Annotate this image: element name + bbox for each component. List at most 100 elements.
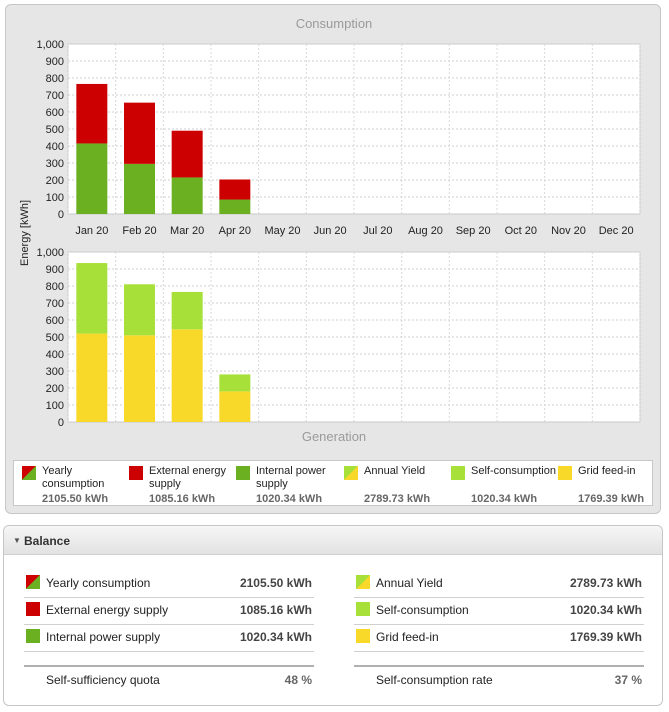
balance-row: Annual Yield 2789.73 kWh (354, 572, 644, 598)
balance-quota: Self-consumption rate 37 % (354, 667, 644, 691)
consumption-ytick-label: 0 (58, 209, 64, 221)
balance-swatch (26, 602, 40, 616)
balance-label: Grid feed-in (376, 630, 439, 644)
legend-label: External energy supply (149, 465, 227, 490)
y-axis-title: Energy [kWh] (19, 200, 31, 266)
x-axis-label: Nov 20 (551, 225, 586, 237)
balance-header[interactable]: ▼ Balance (4, 526, 662, 555)
x-axis-label: Jul 20 (363, 225, 392, 237)
balance-value: 2789.73 kWh (569, 576, 642, 590)
balance-title: Balance (24, 534, 71, 548)
balance-value: 2105.50 kWh (239, 576, 312, 590)
generation-ytick-label: 700 (46, 298, 64, 310)
balance-value: 1085.16 kWh (239, 603, 312, 617)
legend-label: Internal power supply (256, 465, 326, 490)
quota-value: 37 % (614, 673, 642, 687)
consumption-bar-external-energy-supply (171, 130, 203, 178)
generation-bar-self-consumption (171, 291, 203, 330)
consumption-ytick-label: 1,000 (36, 39, 64, 51)
x-axis-label: Jun 20 (314, 225, 347, 237)
chart-legend: Yearly consumption 2105.50 kWh External en… (13, 460, 653, 506)
legend-value: 2105.50 kWh (42, 493, 109, 505)
generation-ytick-label: 300 (46, 366, 64, 378)
balance-separator (354, 653, 644, 667)
consumption-ytick-label: 200 (46, 175, 64, 187)
balance-row: External energy supply 1085.16 kWh (24, 599, 314, 625)
quota-value: 48 % (284, 673, 312, 687)
consumption-bar-external-energy-supply (124, 102, 155, 164)
balance-row: Grid feed-in 1769.39 kWh (354, 626, 644, 652)
generation-ytick-label: 800 (46, 281, 64, 293)
x-axis-label: Apr 20 (219, 225, 251, 237)
collapse-arrow-icon[interactable]: ▼ (13, 536, 21, 545)
consumption-bar-external-energy-supply (76, 83, 108, 144)
x-axis-label: Dec 20 (599, 225, 634, 237)
balance-label: External energy supply (46, 603, 169, 617)
x-axis-label: Jan 20 (75, 225, 108, 237)
generation-ytick-label: 500 (46, 332, 64, 344)
quota-label: Self-consumption rate (376, 673, 493, 687)
generation-ytick-label: 900 (46, 264, 64, 276)
legend-value: 1085.16 kWh (149, 493, 216, 505)
consumption-ytick-label: 100 (46, 192, 64, 204)
generation-ytick-label: 0 (58, 417, 64, 429)
generation-bar-grid-feed-in (124, 335, 155, 422)
generation-ytick-label: 1,000 (36, 247, 64, 259)
generation-chart-title: Generation (302, 429, 366, 444)
consumption-bar-external-energy-supply (219, 179, 251, 200)
consumption-ytick-label: 300 (46, 158, 64, 170)
balance-swatch (356, 629, 370, 643)
legend-swatch (451, 466, 465, 480)
legend-value: 1020.34 kWh (471, 493, 538, 505)
energy-chart: 0 100 200 300 400 500 600 700 800 900 1,000 Consump… (19, 16, 641, 444)
legend-swatch (236, 466, 250, 480)
generation-ytick-label: 600 (46, 315, 64, 327)
x-axis-label: Mar 20 (170, 225, 204, 237)
chart-panel: 0 100 200 300 400 500 600 700 800 900 1,000 Consump… (5, 4, 661, 514)
generation-bar-grid-feed-in (76, 333, 108, 422)
balance-value: 1020.34 kWh (239, 630, 312, 644)
x-axis-label: Oct 20 (505, 225, 537, 237)
balance-left-column: Yearly consumption 2105.50 kWh External en… (24, 572, 314, 691)
consumption-ytick-label: 600 (46, 107, 64, 119)
generation-bar-grid-feed-in (171, 329, 203, 422)
balance-label: Self-consumption (376, 603, 469, 617)
x-axis-label: Sep 20 (456, 225, 491, 237)
generation-bar-self-consumption (219, 374, 251, 392)
balance-swatch (26, 629, 40, 643)
balance-label: Yearly consumption (46, 576, 151, 590)
x-axis-label: Feb 20 (122, 225, 156, 237)
generation-ytick-label: 100 (46, 400, 64, 412)
quota-label: Self-sufficiency quota (46, 673, 160, 687)
legend-label: Yearly consumption (42, 465, 105, 490)
balance-label: Internal power supply (46, 630, 161, 644)
balance-value: 1769.39 kWh (569, 630, 642, 644)
balance-quota: Self-sufficiency quota 48 % (24, 667, 314, 691)
balance-separator (24, 653, 314, 667)
balance-panel: ▼ Balance Yearly consumption 2105.50 kWh E… (3, 525, 663, 706)
balance-row: Internal power supply 1020.34 kWh (24, 626, 314, 652)
consumption-bar-internal-power-supply (219, 199, 251, 214)
x-axis-label: May 20 (264, 225, 300, 237)
x-axis-label: Aug 20 (408, 225, 443, 237)
balance-swatch (356, 575, 370, 589)
balance-swatch (356, 602, 370, 616)
legend-swatch (129, 466, 143, 480)
generation-bar-self-consumption (124, 284, 155, 336)
consumption-ytick-label: 800 (46, 73, 64, 85)
balance-right-column: Annual Yield 2789.73 kWh Self-consumption 1… (354, 572, 644, 691)
legend-label: Annual Yield (364, 465, 426, 477)
consumption-ytick-label: 400 (46, 141, 64, 153)
legend-value: 1020.34 kWh (256, 493, 323, 505)
consumption-ytick-label: 500 (46, 124, 64, 136)
legend-swatch (344, 466, 358, 480)
legend-value: 2789.73 kWh (364, 493, 431, 505)
legend-label: Self-consumption (471, 465, 556, 477)
balance-row: Yearly consumption 2105.50 kWh (24, 572, 314, 598)
consumption-ytick-label: 700 (46, 90, 64, 102)
generation-ytick-label: 400 (46, 349, 64, 361)
consumption-chart-title: Consumption (296, 16, 373, 31)
balance-row: Self-consumption 1020.34 kWh (354, 599, 644, 625)
consumption-bar-internal-power-supply (124, 163, 155, 214)
generation-bar-self-consumption (76, 263, 108, 334)
